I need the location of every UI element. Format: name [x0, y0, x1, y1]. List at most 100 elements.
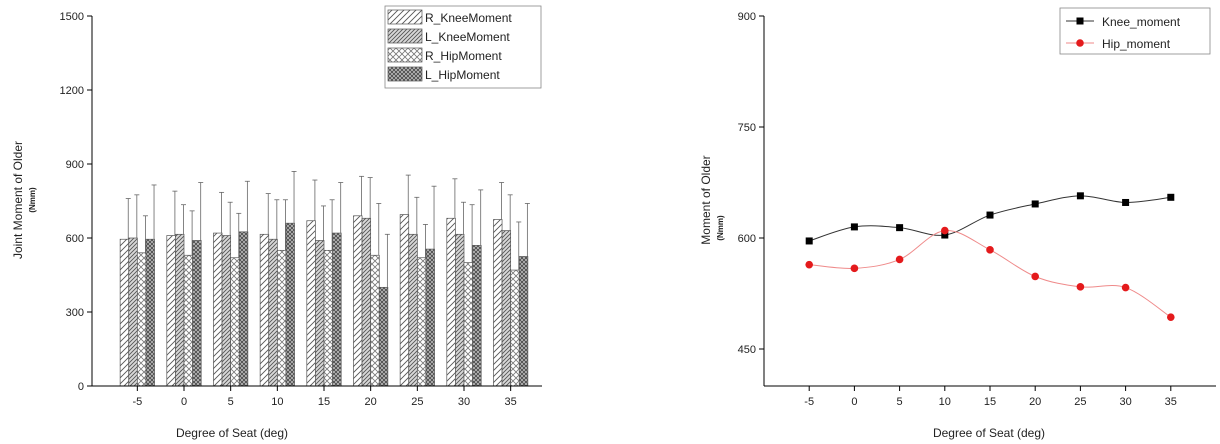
bar-l-hipmoment [332, 232, 342, 387]
y-tick-label: 900 [738, 11, 756, 23]
point-knee-moment [896, 224, 904, 232]
bar-l-hipmoment [285, 222, 295, 387]
y-tick-label: 600 [66, 233, 84, 245]
legend: Knee_moment Hip_moment [1059, 7, 1211, 55]
y-tick-label: 0 [78, 381, 84, 393]
point-hip-moment [1167, 313, 1175, 321]
bar-l-kneemoment [128, 237, 138, 387]
bar-l-hipmoment [238, 231, 249, 387]
point-hip-moment [895, 255, 904, 264]
point-hip-moment [805, 260, 813, 269]
point-hip-moment [1031, 272, 1039, 281]
bar-chart: 0 300 600 900 1200 1500 -5 0 5 10 15 20 25 30 35 Degre… [11, 5, 542, 440]
bar-l-kneemoment [455, 233, 465, 387]
x-tick-label: 15 [318, 396, 330, 408]
point-hip-moment [1076, 283, 1085, 291]
legend-label: Knee_moment [1102, 15, 1181, 29]
x-tick-label: 10 [939, 396, 951, 408]
bar-l-kneemoment [501, 230, 512, 387]
point-hip-moment [941, 226, 949, 235]
x-axis-label: Degree of Seat (deg) [176, 426, 288, 440]
bars [119, 170, 530, 387]
point-knee-moment [1167, 193, 1175, 201]
point-hip-moment [850, 264, 859, 273]
bar-r-hipmoment [416, 257, 427, 387]
bar-r-kneemoment [446, 217, 456, 387]
legend-swatch [387, 9, 423, 25]
y-tick-label: 750 [738, 122, 756, 134]
bar-l-hipmoment [145, 238, 155, 387]
bar-l-kneemoment [408, 233, 418, 387]
bar-r-kneemoment [306, 220, 316, 387]
x-tick-label: 25 [1074, 396, 1086, 408]
legend-label: R_KneeMoment [425, 11, 512, 25]
point-knee-moment [1122, 198, 1130, 206]
legend-label: Hip_moment [1102, 37, 1171, 51]
bar-r-hipmoment [323, 249, 333, 387]
bar-r-kneemoment [399, 214, 410, 387]
bar-r-hipmoment [183, 254, 193, 387]
y-tick-label: 600 [738, 233, 756, 245]
x-tick-label: 15 [984, 396, 996, 408]
x-tick-label: 25 [411, 396, 423, 408]
point-knee-moment [850, 223, 858, 231]
x-tick-label: 5 [228, 396, 234, 408]
y-tick-label: 900 [66, 159, 84, 171]
legend-box [1059, 7, 1211, 55]
bar-r-kneemoment [119, 238, 130, 387]
legend-swatch [387, 66, 423, 82]
x-tick-label: -5 [804, 396, 814, 408]
y-axis-label: Joint Moment of Older [11, 141, 25, 259]
point-knee-moment [941, 231, 949, 239]
x-tick-label: 10 [271, 396, 283, 408]
bar-r-kneemoment [493, 219, 503, 387]
y-axis-unit: (Nmm) [28, 187, 37, 213]
legend-swatch [387, 47, 423, 63]
bar-l-kneemoment [361, 217, 372, 387]
point-knee-moment [986, 211, 994, 219]
axes: 0 300 600 900 1200 1500 -5 0 5 10 15 20 25 30 35 [60, 11, 542, 408]
legend-swatch [387, 28, 423, 44]
bar-l-hipmoment [425, 248, 435, 387]
legend-label: L_HipMoment [425, 68, 500, 82]
bar-r-kneemoment [353, 215, 363, 387]
bar-l-hipmoment [518, 256, 529, 387]
y-tick-label: 300 [66, 307, 84, 319]
point-knee-moment [1031, 200, 1039, 208]
x-tick-label: 35 [1165, 396, 1177, 408]
line-chart: 450 600 750 900 -5 0 5 10 15 20 25 30 35 Degree of S… [699, 7, 1216, 440]
bar-l-kneemoment [175, 233, 185, 387]
legend-marker [1076, 17, 1084, 25]
series-line-hip-moment [809, 230, 1172, 318]
x-tick-label: 20 [1029, 396, 1041, 408]
bar-l-hipmoment [192, 240, 202, 387]
bar-r-kneemoment [166, 235, 176, 387]
bar-l-hipmoment [472, 245, 482, 387]
bar-r-hipmoment [370, 254, 380, 387]
bar-l-kneemoment [221, 235, 232, 387]
y-axis-unit: (Nmm) [716, 215, 725, 241]
x-tick-label: 0 [181, 396, 187, 408]
axes: 450 600 750 900 -5 0 5 10 15 20 25 30 35 [738, 11, 1216, 408]
bar-r-hipmoment [510, 269, 520, 387]
x-tick-label: -5 [132, 396, 142, 408]
lines [805, 192, 1175, 321]
x-tick-label: 5 [897, 396, 903, 408]
bar-r-kneemoment [259, 233, 270, 387]
bar-l-kneemoment [268, 238, 278, 387]
x-tick-label: 30 [458, 396, 470, 408]
y-tick-label: 1200 [60, 85, 84, 97]
point-hip-moment [986, 246, 994, 254]
bar-r-kneemoment [213, 232, 223, 387]
x-tick-label: 35 [505, 396, 517, 408]
legend-marker [1076, 39, 1084, 47]
y-tick-label: 450 [738, 344, 756, 356]
bar-r-hipmoment [276, 249, 287, 387]
bar-r-hipmoment [136, 252, 147, 387]
legend: R_KneeMoment L_KneeMoment R_HipMoment L_Hip… [384, 5, 542, 89]
bar-r-hipmoment [463, 262, 473, 387]
point-knee-moment [805, 237, 813, 245]
point-knee-moment [1076, 192, 1084, 200]
x-tick-label: 30 [1119, 396, 1131, 408]
